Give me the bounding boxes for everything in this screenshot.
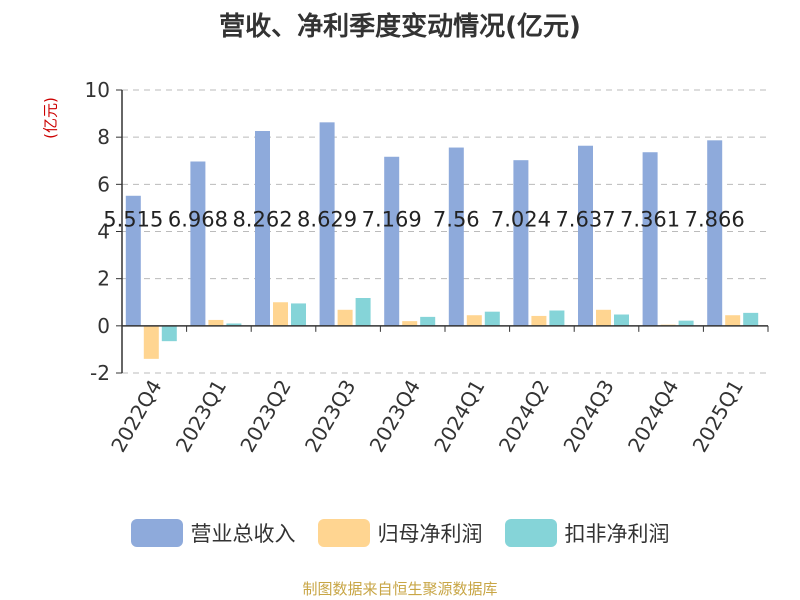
bar-series2-2024Q1 [484,311,500,326]
data-label-revenue-2024Q4: 7.361 [620,208,680,232]
chart-title: 营收、净利季度变动情况(亿元) [219,12,581,42]
bar-series0-2023Q3 [319,122,335,326]
bar-series0-2023Q2 [255,130,270,326]
y-tick-label: 0 [97,314,110,338]
data-source-note: 制图数据来自恒生聚源数据库 [302,580,498,598]
bar-series0-2024Q1 [448,147,464,326]
x-tick-label-2025Q1: 2025Q1 [688,376,748,457]
data-label-revenue-2024Q2: 7.024 [491,208,551,232]
bar-series1-2024Q2 [531,315,547,326]
x-tick-label-2023Q4: 2023Q4 [365,376,425,457]
data-label-revenue-2023Q3: 8.629 [297,208,357,232]
data-label-revenue-2022Q4: 5.515 [103,208,163,232]
y-tick-label: 8 [97,125,110,149]
legend-item-revenue[interactable]: 营业总收入 [130,518,296,548]
data-label-revenue-2023Q4: 7.169 [362,208,422,232]
y-tick-label: 2 [97,267,110,291]
bar-series1-2023Q4 [402,321,418,326]
bar-chart: -2 0 2 4 6 8 10 5.515 6.968 8.262 8.629 7.169 7.56 7.… [85,78,769,457]
x-tick-label-2023Q1: 2023Q1 [171,376,231,457]
y-tick-label: -2 [90,361,110,385]
legend-swatch-revenue [130,519,183,547]
bar-series2-2023Q2 [291,303,306,326]
bar-series0-2024Q3 [578,145,593,326]
data-label-revenue-2023Q1: 6.968 [168,208,228,232]
bar-series1-2024Q3 [596,309,611,326]
bar-series2-2023Q1 [226,323,242,326]
x-tick-label-2024Q1: 2024Q1 [429,376,489,457]
bar-series0-2022Q4 [125,195,141,326]
bar-series0-2024Q4 [642,152,658,326]
x-tick-label-2024Q3: 2024Q3 [558,376,618,457]
legend-label-deducted-profit: 扣非净利润 [564,522,670,546]
bar-series2-2024Q2 [549,310,565,326]
x-tick-label-2023Q3: 2023Q3 [300,376,360,457]
x-tick-label-2024Q2: 2024Q2 [494,376,554,457]
legend-label-net-profit: 归母净利润 [377,522,483,546]
bar-series2-2024Q4 [678,320,694,326]
data-label-revenue-2025Q1: 7.866 [685,208,745,232]
bar-series2-2022Q4 [161,325,177,342]
y-tick-label: 4 [97,220,110,244]
bar-series0-2023Q1 [190,161,206,326]
legend-swatch-deducted-profit [504,519,557,547]
bar-series0-2024Q2 [513,160,529,326]
y-tick-label: 10 [85,78,110,102]
legend: 营业总收入 归母净利润 扣非净利润 [0,518,800,548]
bar-series1-2023Q2 [273,302,288,326]
bar-series1-2025Q1 [725,315,741,326]
bar-series1-2023Q1 [208,319,224,326]
bar-series2-2023Q3 [355,298,371,326]
legend-item-net-profit[interactable]: 归母净利润 [317,518,483,548]
x-tick-label-2022Q4: 2022Q4 [106,376,166,457]
x-tick-label-2023Q2: 2023Q2 [235,376,295,457]
legend-item-deducted-profit[interactable]: 扣非净利润 [504,518,670,548]
bar-series2-2024Q3 [614,314,629,326]
x-tick-label-2024Q4: 2024Q4 [623,376,683,457]
data-label-revenue-2023Q2: 8.262 [232,208,292,232]
data-label-revenue-2024Q1: 7.56 [433,208,480,232]
bar-series2-2025Q1 [743,312,759,326]
y-tick-label: 6 [97,172,110,196]
legend-swatch-net-profit [317,519,370,547]
data-label-revenue-2024Q3: 7.637 [555,208,615,232]
legend-label-revenue: 营业总收入 [190,522,296,546]
bar-series2-2023Q4 [420,316,436,326]
bar-series0-2023Q4 [384,156,400,326]
bar-series1-2024Q1 [466,315,482,326]
bar-series0-2025Q1 [707,140,723,326]
bar-series1-2022Q4 [143,325,159,359]
bar-series1-2023Q3 [337,309,353,326]
